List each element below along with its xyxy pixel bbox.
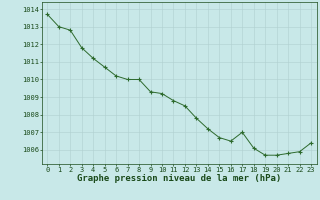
- X-axis label: Graphe pression niveau de la mer (hPa): Graphe pression niveau de la mer (hPa): [77, 174, 281, 183]
